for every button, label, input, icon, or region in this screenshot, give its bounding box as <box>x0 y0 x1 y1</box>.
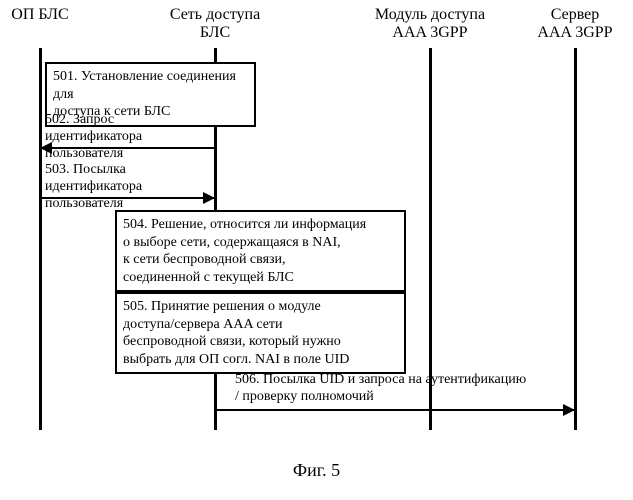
step-box-b505: 505. Принятие решения о модуле доступа/с… <box>115 292 406 374</box>
lifeline-label-ue: ОП БЛС <box>0 6 110 24</box>
lifeline-label-proxy: Модуль доступа AAA 3GPP <box>360 6 500 42</box>
lifeline-label-srv: Сервер AAA 3GPP <box>505 6 633 42</box>
figure-caption: Фиг. 5 <box>0 460 633 481</box>
message-line-m506 <box>215 409 575 411</box>
message-label-m502: 502. Запрос идентификатора пользователя <box>45 112 212 162</box>
message-label-m503: 503. Посылка идентификатора пользователя <box>45 162 212 212</box>
step-box-b504: 504. Решение, относится ли информация о … <box>115 210 406 292</box>
message-arrowhead-m506 <box>563 404 575 416</box>
message-label-m506: 506. Посылка UID и запроса на аутентифик… <box>235 372 587 406</box>
lifeline-label-an: Сеть доступа БЛС <box>145 6 285 42</box>
sequence-diagram: ОП БЛС Сеть доступа БЛС Модуль доступа AAA… <box>0 0 633 500</box>
lifeline-ue <box>39 48 42 430</box>
